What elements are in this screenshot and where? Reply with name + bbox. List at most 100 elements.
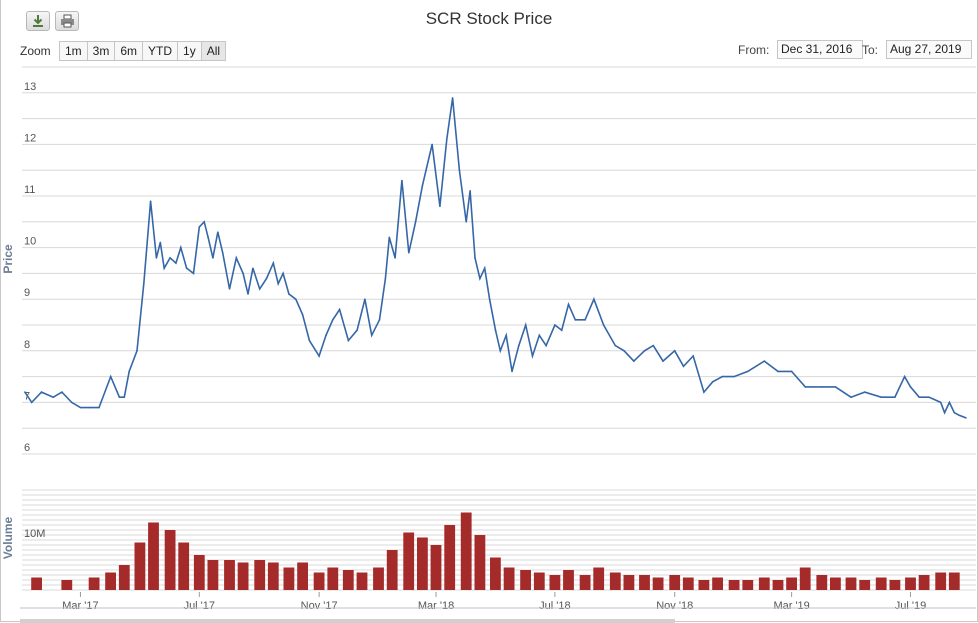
volume-bar <box>593 567 605 590</box>
price-point <box>511 370 513 373</box>
price-point <box>207 236 209 239</box>
price-y-tick-label: 13 <box>24 81 36 93</box>
price-point <box>939 401 942 404</box>
price-point <box>499 350 502 352</box>
volume-bar <box>563 570 574 590</box>
price-point <box>584 319 586 321</box>
price-point <box>469 190 471 192</box>
price-point <box>258 288 261 290</box>
price-point <box>474 257 476 259</box>
volume-bars <box>31 512 960 590</box>
volume-bar <box>403 532 415 590</box>
price-point <box>228 288 231 290</box>
volume-bar <box>164 530 176 590</box>
price-point <box>692 355 695 357</box>
volume-bar <box>88 577 100 590</box>
price-point <box>30 401 33 404</box>
price-point <box>903 375 906 378</box>
volume-bar <box>178 542 190 590</box>
volume-bar <box>816 575 828 590</box>
price-point <box>790 370 793 373</box>
price-point <box>458 169 461 171</box>
to-date-input[interactable]: Aug 27, 2019 <box>886 40 972 59</box>
price-point <box>880 396 883 399</box>
volume-bar <box>474 535 486 590</box>
price-point <box>632 360 635 362</box>
download-button[interactable] <box>26 11 50 31</box>
price-point <box>488 298 491 301</box>
volume-bar <box>935 572 947 590</box>
volume-bar <box>742 580 754 590</box>
zoom-all-button[interactable]: All <box>200 41 227 61</box>
print-button[interactable] <box>55 11 79 31</box>
price-point <box>623 350 625 352</box>
price-y-tick-label: 10 <box>24 236 36 248</box>
from-date-input[interactable]: Dec 31, 2016 <box>777 40 863 59</box>
price-point <box>221 251 224 254</box>
zoom-6m-button[interactable]: 6m <box>114 41 144 61</box>
price-points <box>24 97 967 419</box>
price-point <box>247 293 249 295</box>
volume-bar <box>267 562 279 590</box>
price-grid <box>22 66 976 455</box>
volume-bar <box>520 570 531 590</box>
price-point <box>894 396 896 399</box>
price-point <box>198 226 201 228</box>
volume-bar <box>859 580 871 590</box>
price-y-tick-label: 11 <box>24 184 35 196</box>
x-tick-label: Jul '17 <box>184 600 215 612</box>
volume-bar <box>31 577 42 590</box>
volume-bar <box>758 577 770 590</box>
price-point <box>834 386 837 388</box>
volume-bar <box>845 577 857 590</box>
volume-bar <box>327 567 339 590</box>
price-y-tick-label: 6 <box>24 442 30 454</box>
volume-bar <box>728 580 740 590</box>
price-point <box>711 380 714 383</box>
price-point <box>909 386 912 388</box>
zoom-1y-button[interactable]: 1y <box>177 41 202 61</box>
price-point <box>242 272 244 275</box>
chart-title: SCR Stock Price <box>425 9 553 28</box>
price-point <box>505 334 507 337</box>
price-point <box>524 324 527 326</box>
zoom-buttons: 1m 3m 6m YTD 1y All <box>59 41 227 61</box>
price-point <box>431 143 433 146</box>
price-point <box>918 396 921 399</box>
price-point <box>235 257 238 259</box>
volume-bar <box>682 577 694 590</box>
price-point <box>394 257 396 259</box>
price-point <box>850 396 852 399</box>
price-point <box>356 329 358 331</box>
price-point <box>863 391 866 393</box>
price-point <box>24 391 26 393</box>
price-point <box>149 200 152 202</box>
volume-bar <box>669 575 681 590</box>
price-point <box>136 350 138 352</box>
price-point <box>965 417 967 419</box>
volume-bar <box>875 577 887 590</box>
price-point <box>175 262 177 264</box>
volume-bar <box>386 550 398 590</box>
price-point <box>494 329 497 331</box>
price-point <box>804 386 807 388</box>
price-point <box>721 375 724 378</box>
volume-bar <box>623 575 635 590</box>
price-point <box>479 277 481 280</box>
volume-bar <box>237 562 249 590</box>
download-icon <box>33 15 43 27</box>
price-point <box>733 375 735 378</box>
volume-bar <box>148 522 159 590</box>
volume-bar <box>460 512 472 590</box>
volume-bar <box>549 575 561 590</box>
volume-bar <box>134 542 146 590</box>
volume-bar <box>712 577 723 590</box>
zoom-1m-button[interactable]: 1m <box>59 41 88 61</box>
price-point <box>554 324 556 326</box>
price-point <box>288 293 290 295</box>
price-point <box>673 350 676 352</box>
price-point <box>364 298 366 301</box>
volume-bar <box>698 580 710 590</box>
price-point <box>378 319 381 321</box>
volume-bar <box>889 580 901 590</box>
